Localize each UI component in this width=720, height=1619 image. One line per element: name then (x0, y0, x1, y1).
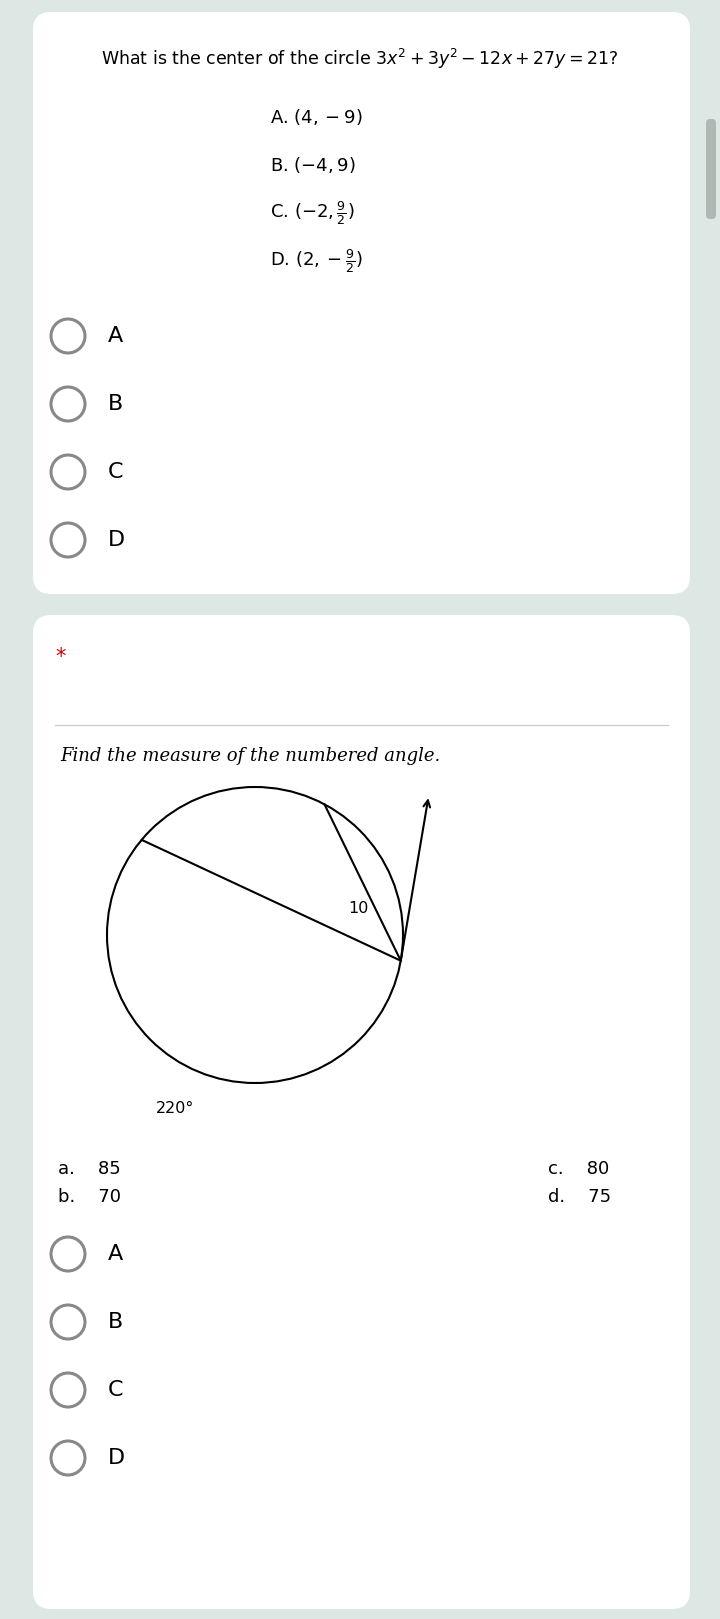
Text: D: D (108, 529, 125, 550)
Text: C. $(-2, \frac{9}{2})$: C. $(-2, \frac{9}{2})$ (270, 199, 354, 227)
Text: A: A (108, 325, 123, 346)
Text: C: C (108, 461, 124, 482)
Text: B: B (108, 1311, 123, 1332)
Text: A. $(4, -9)$: A. $(4, -9)$ (270, 107, 362, 126)
Text: B: B (108, 393, 123, 414)
Text: C: C (108, 1379, 124, 1400)
FancyBboxPatch shape (706, 120, 716, 219)
FancyBboxPatch shape (33, 615, 690, 1609)
Text: Find the measure of the numbered angle.: Find the measure of the numbered angle. (60, 746, 440, 766)
Text: 220°: 220° (156, 1101, 194, 1115)
FancyBboxPatch shape (33, 11, 690, 594)
Text: a.    85: a. 85 (58, 1159, 121, 1179)
Text: d.    75: d. 75 (548, 1188, 611, 1206)
Text: D. $(2, -\frac{9}{2})$: D. $(2, -\frac{9}{2})$ (270, 248, 363, 275)
Text: What is the center of the circle $3x^2 + 3y^2 - 12x + 27y = 21$?: What is the center of the circle $3x^2 +… (102, 47, 618, 71)
Text: B. $(-4, 9)$: B. $(-4, 9)$ (270, 155, 356, 175)
Text: c.    80: c. 80 (548, 1159, 609, 1179)
Text: D: D (108, 1447, 125, 1468)
Text: *: * (55, 648, 66, 667)
Text: b.    70: b. 70 (58, 1188, 121, 1206)
Text: 10: 10 (348, 902, 369, 916)
Text: A: A (108, 1243, 123, 1264)
